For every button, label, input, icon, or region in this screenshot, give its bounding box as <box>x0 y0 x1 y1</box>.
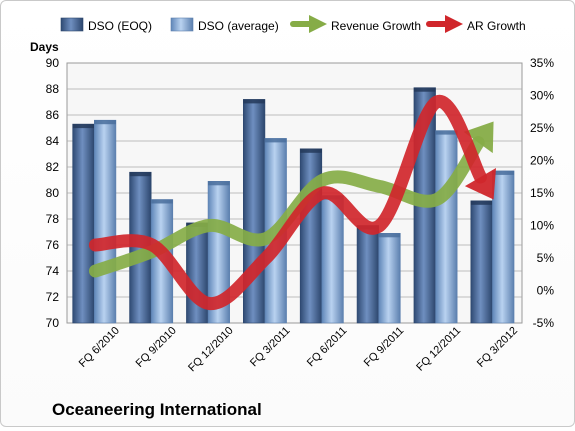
x-tick-label: FQ 6/2010 <box>77 325 122 370</box>
y-tick-label: 82 <box>46 160 60 174</box>
bar-cap <box>208 181 230 186</box>
y2-tick-label: 0% <box>537 284 555 298</box>
y2-tick-label: -5% <box>533 316 555 330</box>
bar-dso-average <box>94 119 117 324</box>
bar-cap <box>151 199 173 204</box>
y2-tick-label: 20% <box>530 154 554 168</box>
legend-swatch-dso-average <box>170 17 194 32</box>
y-tick-label: 76 <box>46 238 60 252</box>
bar-cap <box>243 99 265 104</box>
y-tick-label: 78 <box>46 212 60 226</box>
bar-cap <box>300 148 322 153</box>
y2-tick-label: 15% <box>530 186 554 200</box>
y-tick-label: 72 <box>46 290 60 304</box>
y2-tick-label: 5% <box>537 251 555 265</box>
y2-axis-ticks: -5% 0% 5% 10% 15% 20% 25% 30% 35% <box>530 56 554 330</box>
legend-label-ar-growth: AR Growth <box>467 19 526 33</box>
bar-cap <box>72 124 95 129</box>
legend-arrow-revenue-growth <box>290 15 327 33</box>
arrowhead-revenue-growth <box>463 121 494 154</box>
bars <box>72 87 515 324</box>
legend-label-dso-average: DSO (average) <box>198 19 279 33</box>
bar-dso-average <box>435 130 458 324</box>
legend-arrow-ar-growth <box>426 15 463 33</box>
bar-cap <box>94 120 116 125</box>
y2-tick-label: 25% <box>530 121 554 135</box>
x-tick-label: FQ 9/2010 <box>134 325 179 370</box>
y-tick-label: 88 <box>46 82 60 96</box>
legend: DSO (EOQ) DSO (average) Revenue Growth A… <box>60 15 526 33</box>
arrowhead-ar-growth <box>464 167 497 200</box>
legend-swatch-dso-eoq <box>60 17 84 32</box>
bar-cap <box>378 233 401 238</box>
y-tick-label: 84 <box>46 134 60 148</box>
bar-dso-eoq <box>243 99 266 324</box>
x-tick-label: FQ 6/2011 <box>305 325 350 370</box>
y-tick-label: 86 <box>46 108 60 122</box>
x-tick-label: FQ 9/2011 <box>362 325 407 370</box>
bar-dso-average <box>492 170 515 324</box>
x-tick-label: FQ 3/2012 <box>475 325 520 370</box>
bar-dso-eoq <box>72 123 95 324</box>
y-axis-title: Days <box>30 40 59 54</box>
x-tick-label: FQ 12/2011 <box>414 325 463 374</box>
y2-tick-label: 35% <box>530 56 554 70</box>
x-tick-label: FQ 12/2010 <box>186 325 236 375</box>
bar-dso-eoq <box>470 200 493 324</box>
bar-cap <box>470 200 493 205</box>
y-tick-label: 70 <box>46 316 60 330</box>
line-ar-growth <box>88 95 487 310</box>
y2-tick-label: 30% <box>530 89 554 103</box>
y2-tick-label: 10% <box>530 219 554 233</box>
bar-cap <box>264 138 287 143</box>
bar-dso-eoq <box>356 225 379 324</box>
legend-label-dso-eoq: DSO (EOQ) <box>88 19 152 33</box>
bar-cap <box>435 130 458 135</box>
growth-lines <box>88 95 497 310</box>
chart-title: Oceaneering International <box>52 400 262 419</box>
bar-dso-average <box>378 233 401 324</box>
bar-cap <box>129 172 152 177</box>
bar-cap <box>413 87 436 92</box>
x-tick-label: FQ 3/2011 <box>248 325 293 370</box>
y-axis-ticks: 70 72 74 76 78 80 82 84 86 88 90 <box>46 56 60 330</box>
y-tick-label: 90 <box>46 56 60 70</box>
y-tick-label: 80 <box>46 186 60 200</box>
y-tick-label: 74 <box>46 264 60 278</box>
bar-dso-average <box>321 195 344 324</box>
bar-cap <box>492 170 515 175</box>
legend-label-revenue-growth: Revenue Growth <box>331 19 421 33</box>
x-axis-ticks: FQ 6/2010 FQ 9/2010 FQ 12/2010 FQ 3/2011 FQ … <box>77 325 520 375</box>
